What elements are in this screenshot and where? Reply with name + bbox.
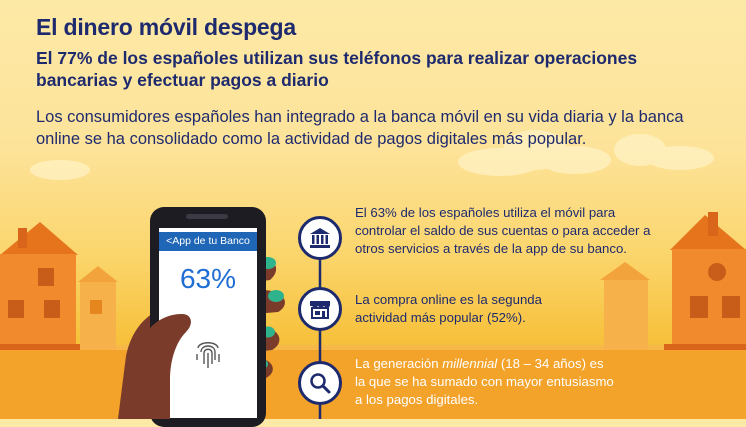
right-house-2	[600, 262, 650, 350]
bank-icon	[310, 228, 330, 248]
fact-store-text: La compra online es la segunda actividad…	[355, 292, 542, 325]
fact-millennial-prefix: La generación	[355, 356, 443, 371]
fact-millennial-emphasis: millennial	[442, 356, 498, 371]
store-icon	[310, 301, 330, 319]
store-icon-circle	[298, 287, 342, 331]
fingerprint-icon	[196, 342, 220, 368]
app-bar[interactable]: <App de tu Banco	[159, 232, 257, 251]
percent-value: 63%	[179, 263, 237, 294]
magnifier-icon-circle	[298, 361, 342, 405]
fact-millennial-text: La generación millennial (18 – 34 años) …	[355, 355, 615, 409]
fact-bank-text: El 63% de los españoles utiliza el móvil…	[355, 205, 651, 256]
right-house	[664, 212, 746, 350]
fact-millennial-suffix: (18 – 34 años) es la que se ha sumado co…	[355, 356, 614, 407]
left-house	[0, 222, 80, 350]
magnifier-icon	[310, 373, 331, 394]
thumb	[130, 314, 191, 419]
bank-icon-circle	[298, 216, 342, 260]
page-subtitle: El 77% de los españoles utilizan sus tel…	[36, 48, 638, 90]
intro-paragraph: Los consumidores españoles han integrado…	[36, 108, 684, 148]
left-house-2	[78, 266, 118, 350]
page-title: El dinero móvil despega	[36, 14, 296, 40]
clouds	[30, 130, 714, 180]
phone-speaker	[186, 214, 228, 219]
